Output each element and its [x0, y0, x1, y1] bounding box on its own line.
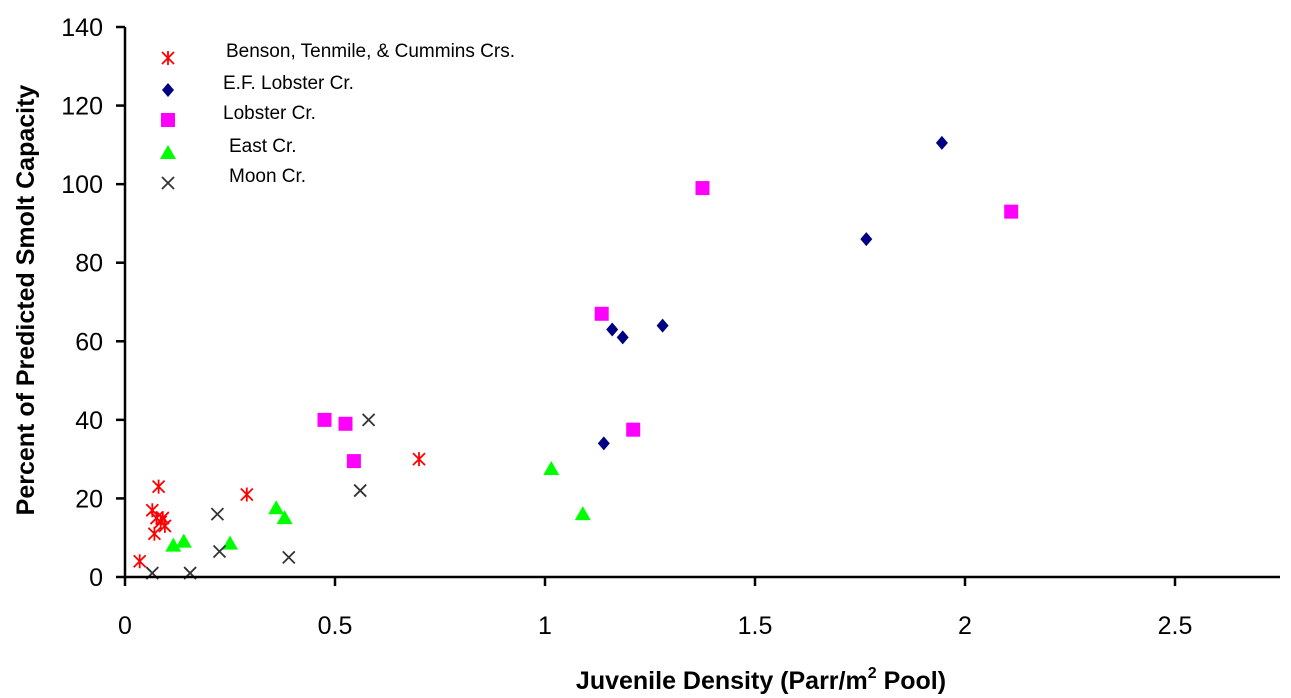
data-point-triangle	[165, 537, 182, 552]
data-point-square	[346, 454, 361, 469]
data-point-square	[626, 422, 641, 437]
legend-item: E.F. Lobster Cr.	[162, 73, 354, 97]
y-axis-title: Percent of Predicted Smolt Capacity	[12, 85, 40, 516]
y-tick-label: 120	[61, 93, 103, 121]
x-tick-label: 2	[958, 612, 972, 640]
data-point-square	[317, 412, 332, 427]
legend-label: Benson, Tenmile, & Cummins Crs.	[226, 41, 515, 62]
data-point-asterisk	[133, 554, 147, 569]
data-point-x	[361, 413, 376, 427]
x-tick-label: 1.5	[738, 612, 773, 640]
legend-label: E.F. Lobster Cr.	[223, 73, 354, 94]
y-tick-label: 40	[75, 407, 103, 435]
data-point-diamond	[860, 232, 873, 247]
y-tick-label: 20	[75, 485, 103, 513]
data-point-asterisk	[147, 526, 162, 541]
legend-item: Benson, Tenmile, & Cummins Crs.	[161, 41, 515, 65]
data-point-x	[353, 483, 367, 498]
legend-item: East Cr.	[160, 136, 297, 159]
legend-marker-x	[161, 176, 175, 190]
series-square-points	[317, 181, 1019, 469]
legend-marker-square	[161, 113, 175, 127]
x-axis-title: Juvenile Density (Parr/m2 Pool)	[576, 665, 946, 695]
data-point-triangle	[268, 500, 285, 515]
data-point-square	[594, 306, 609, 321]
data-point-diamond	[616, 330, 629, 345]
data-point-asterisk	[240, 487, 254, 502]
data-point-diamond	[935, 135, 948, 150]
series-triangle-points	[165, 460, 591, 552]
x-tick-label: 2.5	[1158, 612, 1193, 640]
legend-label: Lobster Cr.	[223, 103, 316, 124]
series-asterisk-points	[133, 452, 426, 569]
legend-item: Lobster Cr.	[161, 103, 316, 127]
data-point-diamond	[656, 318, 669, 333]
data-point-asterisk	[158, 518, 172, 533]
x-axis-title-tail: Pool)	[877, 667, 946, 695]
y-tick-label: 60	[75, 328, 103, 356]
x-tick-label: 1	[538, 612, 552, 640]
legend-marker-diamond	[162, 83, 174, 97]
data-point-triangle	[276, 510, 293, 525]
data-point-asterisk	[151, 479, 166, 494]
legend-marker-asterisk	[161, 51, 175, 65]
y-tick-label: 140	[61, 14, 103, 42]
legend-item: Moon Cr.	[161, 166, 306, 190]
x-tick-label: 0	[118, 612, 132, 640]
series-x-points	[145, 413, 376, 580]
data-point-diamond	[597, 436, 610, 451]
data-point-triangle	[175, 533, 192, 548]
x-tick-label: 0.5	[318, 612, 353, 640]
data-point-x	[210, 507, 225, 521]
y-tick-label: 0	[89, 564, 103, 592]
data-point-square	[1004, 204, 1019, 219]
data-point-square	[695, 181, 710, 196]
data-point-square	[338, 416, 353, 431]
data-point-diamond	[606, 322, 619, 337]
data-point-triangle	[574, 506, 591, 521]
data-point-x	[282, 550, 296, 564]
data-point-asterisk	[412, 452, 426, 467]
x-axis-title-main: Juvenile Density (Parr/m	[576, 667, 868, 695]
legend-label: East Cr.	[229, 136, 297, 157]
legend-label: Moon Cr.	[229, 166, 306, 187]
series-diamond-points	[597, 135, 948, 451]
data-point-triangle	[543, 460, 560, 475]
data-point-x	[212, 544, 227, 559]
x-axis-title-superscript: 2	[868, 665, 877, 682]
legend-marker-triangle	[160, 145, 176, 159]
y-tick-label: 80	[75, 250, 103, 278]
y-tick-label: 100	[61, 171, 103, 199]
